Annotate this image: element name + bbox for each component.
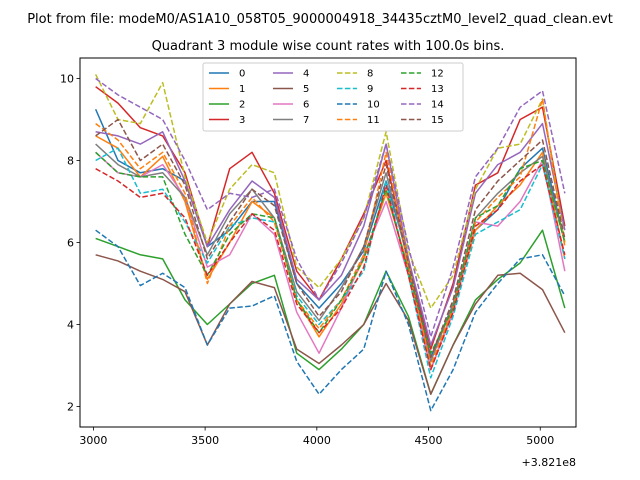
figure-suptitle: Plot from file: modeM0/AS1A10_058T05_900… xyxy=(27,12,613,27)
x-tick-label: 5000 xyxy=(526,434,554,447)
legend-label-14: 14 xyxy=(431,100,444,111)
series-line-9 xyxy=(95,147,566,379)
x-tick-label: 3000 xyxy=(79,434,107,447)
series-line-14 xyxy=(95,77,566,338)
y-tick-label: 4 xyxy=(67,319,74,332)
legend-box xyxy=(202,62,464,132)
series-layer xyxy=(94,74,566,412)
legend-label-7: 7 xyxy=(303,115,309,126)
y-tick-label: 2 xyxy=(67,401,74,414)
legend-label-1: 1 xyxy=(239,84,245,95)
x-tick-label: 3500 xyxy=(191,434,219,447)
series-line-6 xyxy=(95,151,566,371)
y-axis: 2 4 6 8 10 xyxy=(60,73,80,414)
series-line-8 xyxy=(94,74,566,309)
x-tick-label: 4500 xyxy=(415,434,443,447)
series-line-15 xyxy=(95,118,566,359)
x-axis: 3000 3500 4000 4500 5000 xyxy=(79,427,554,447)
series-line-5 xyxy=(95,254,566,395)
x-offset-label: +3.821e8 xyxy=(522,456,576,469)
series-line-4 xyxy=(95,122,566,346)
legend-label-8: 8 xyxy=(367,69,373,80)
legend-label-4: 4 xyxy=(303,69,309,80)
y-tick-label: 6 xyxy=(67,237,74,250)
legend-label-2: 2 xyxy=(239,100,245,111)
legend-label-15: 15 xyxy=(431,115,444,126)
legend-label-12: 12 xyxy=(431,69,444,80)
y-tick-label: 8 xyxy=(67,155,74,168)
series-line-12 xyxy=(95,151,566,354)
y-tick-label: 10 xyxy=(60,73,74,86)
legend-label-9: 9 xyxy=(367,84,373,95)
chart-title: Quadrant 3 module wise count rates with … xyxy=(152,39,505,54)
x-tick-label: 4000 xyxy=(303,434,331,447)
series-line-7 xyxy=(95,143,566,363)
legend-label-13: 13 xyxy=(431,84,444,95)
legend-label-3: 3 xyxy=(239,115,245,126)
legend-label-6: 6 xyxy=(303,100,309,111)
series-line-13 xyxy=(95,163,566,371)
series-line-11 xyxy=(95,98,566,367)
legend-label-11: 11 xyxy=(367,115,380,126)
series-line-0 xyxy=(94,108,566,359)
legend-label-10: 10 xyxy=(367,100,380,111)
series-line-10 xyxy=(95,229,566,412)
legend-label-5: 5 xyxy=(303,84,309,95)
legend-label-0: 0 xyxy=(239,69,245,80)
